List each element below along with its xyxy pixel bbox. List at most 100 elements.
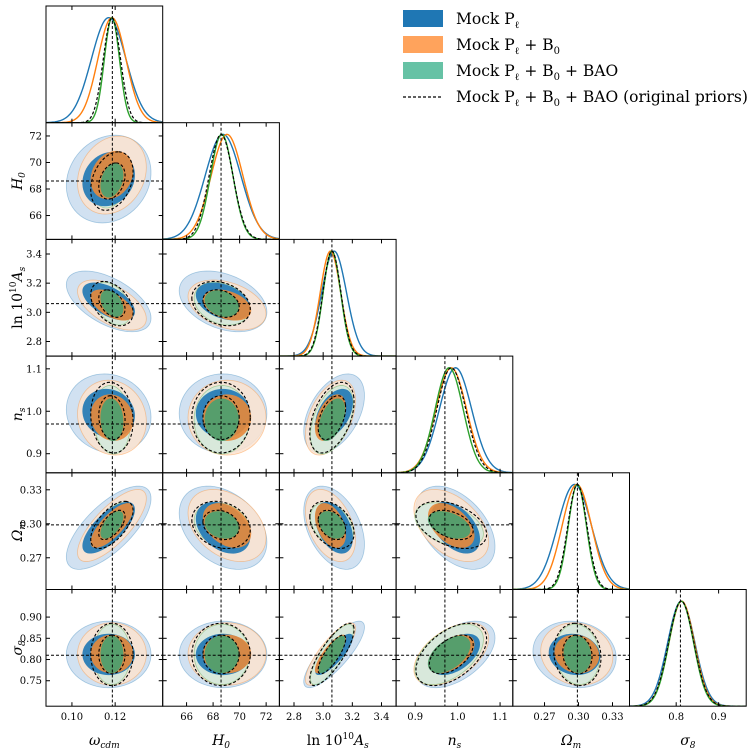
panel-omega_cdm-sigma8: 0.75 0.80 0.85 0.90 0.10 0.12	[20, 589, 164, 723]
marginal-omega_cdm-1	[46, 16, 163, 123]
marginal-omega_cdm-0	[46, 16, 163, 123]
contour-dashed-0	[98, 509, 126, 541]
marginal-ns-1	[396, 367, 513, 473]
panel-ns-ns	[395, 355, 514, 474]
contour68-2	[204, 290, 239, 317]
panel-ns-Omega_m	[395, 472, 514, 590]
xtick-H0-2: 70	[233, 712, 246, 723]
contour-dashed-1	[191, 622, 251, 687]
contour-dashed-1	[90, 280, 134, 327]
xtick-ns-1: 1.0	[450, 712, 466, 723]
contour-dashed-0	[202, 634, 240, 675]
xtick-ns-2: 1.1	[492, 712, 508, 723]
xtick-H0-3: 72	[260, 712, 273, 723]
ylabel-ns: ns	[10, 407, 28, 421]
panel-sigma8-sigma8: 0.8 0.9	[629, 589, 747, 723]
panel-H0-H0	[162, 122, 280, 240]
panel-Omega_m-Omega_m	[512, 472, 630, 590]
xtick-omega_cdm-1: 0.12	[104, 712, 126, 723]
ytick-H0-0: 66	[29, 211, 42, 222]
panel-H0-lnAs	[162, 238, 280, 357]
legend-entry-0: Mock Pℓ	[403, 10, 519, 31]
panel-lnAs-Omega_m	[278, 472, 397, 590]
marginal-Omega_m-3	[512, 483, 630, 590]
xtick-Omega_m-1: 0.30	[567, 712, 589, 723]
contour-dashed-0	[202, 289, 240, 318]
legend-swatch	[403, 62, 443, 79]
xlabel-Omega_m: Ωm	[560, 733, 581, 751]
xtick-lnAs-2: 3.2	[344, 712, 360, 723]
xlabel-sigma8: σ8	[680, 733, 696, 751]
legend-label: Mock Pℓ + B0 + BAO (original priors)	[456, 88, 748, 109]
ytick-ns-1: 1.0	[26, 407, 42, 418]
ylabel-Omega_m: Ωm	[10, 521, 28, 542]
ytick-Omega_m-1: 0.30	[20, 519, 42, 530]
ylabel-sigma8: σ8	[10, 640, 28, 656]
legend-label: Mock Pℓ + B0	[456, 36, 560, 57]
panel-H0-Omega_m	[162, 472, 280, 590]
ylabel-H0: H0	[10, 172, 28, 191]
marginal-lnAs-0	[279, 250, 397, 357]
marginal-ns-3	[396, 367, 513, 473]
ytick-H0-2: 70	[29, 158, 42, 169]
panel-H0-sigma8: 66 68 70 72	[162, 589, 280, 723]
ytick-lnAs-1: 3.0	[26, 308, 42, 319]
legend-entry-1: Mock Pℓ + B0	[403, 36, 560, 57]
contour68-2	[100, 635, 124, 674]
panel-omega_cdm-Omega_m: 0.27 0.30 0.33	[20, 472, 164, 590]
contour68-2	[204, 398, 239, 442]
contour-dashed-1	[309, 381, 355, 454]
marginal-lnAs-1	[279, 250, 397, 357]
legend-entry-2: Mock Pℓ + B0 + BAO	[403, 62, 618, 83]
contour68-2	[318, 635, 346, 674]
panel-lnAs-sigma8: 2.8 3.0 3.2 3.4	[278, 589, 397, 723]
contour-dashed-1	[415, 622, 488, 687]
xlabel-lnAs: ln 1010As	[307, 732, 369, 751]
panel-omega_cdm-H0: 66 68 70 72	[29, 122, 164, 240]
panel-H0-ns	[162, 355, 280, 474]
panel-omega_cdm-ns: 0.9 1.0 1.1	[26, 355, 164, 474]
legend-swatch	[403, 10, 443, 27]
xtick-ns-0: 0.9	[407, 712, 423, 723]
contour-dashed-1	[90, 381, 134, 454]
ytick-sigma8-1: 0.80	[20, 655, 42, 666]
contour68-2	[563, 635, 592, 674]
contour-dashed-0	[428, 509, 474, 541]
contour68-2	[204, 511, 239, 539]
contour-dashed-0	[98, 634, 126, 675]
xtick-sigma8-1: 0.9	[711, 712, 727, 723]
ytick-lnAs-2: 3.2	[26, 279, 42, 290]
ytick-lnAs-0: 2.8	[26, 337, 42, 348]
ytick-sigma8-2: 0.85	[20, 634, 42, 645]
corner-panels: 66 68 70 72 2.8 3.0 3.2 3.4 0.9 1.0 1.1 0.27 0.30 0.3…	[9, 5, 747, 751]
marginal-ns-0	[396, 367, 513, 473]
panel-frame	[629, 589, 747, 707]
marginal-lnAs-3	[279, 250, 397, 357]
xtick-omega_cdm-0: 0.10	[61, 712, 83, 723]
contour-dashed-0	[98, 289, 126, 318]
contour-dashed-1	[553, 622, 602, 687]
contour-dashed-1	[309, 500, 355, 550]
contour-dashed-0	[202, 509, 240, 541]
xtick-lnAs-1: 3.0	[315, 712, 331, 723]
xtick-lnAs-0: 2.8	[286, 712, 302, 723]
contour68-2	[204, 635, 239, 674]
ylabel-lnAs: ln 1010As	[9, 266, 28, 328]
xlabel-H0: H0	[211, 733, 230, 751]
marginal-sigma8-2	[629, 600, 747, 707]
xtick-Omega_m-2: 0.33	[601, 712, 623, 723]
contour-dashed-1	[191, 500, 251, 550]
panel-ns-sigma8: 0.9 1.0 1.1	[395, 589, 514, 723]
ytick-Omega_m-2: 0.33	[20, 485, 42, 496]
xlabel-ns: ns	[448, 733, 462, 751]
contour68-2	[427, 635, 471, 674]
contour-dashed-0	[317, 509, 347, 541]
ytick-lnAs-3: 3.4	[26, 249, 42, 260]
contour-dashed-1	[191, 280, 251, 327]
xlabel-omega_cdm: ωcdm	[89, 733, 120, 751]
legend-entry-3: Mock Pℓ + B0 + BAO (original priors)	[403, 88, 748, 109]
contour-dashed-0	[317, 395, 347, 441]
contour-dashed-1	[415, 500, 488, 550]
contour-dashed-0	[98, 162, 126, 200]
